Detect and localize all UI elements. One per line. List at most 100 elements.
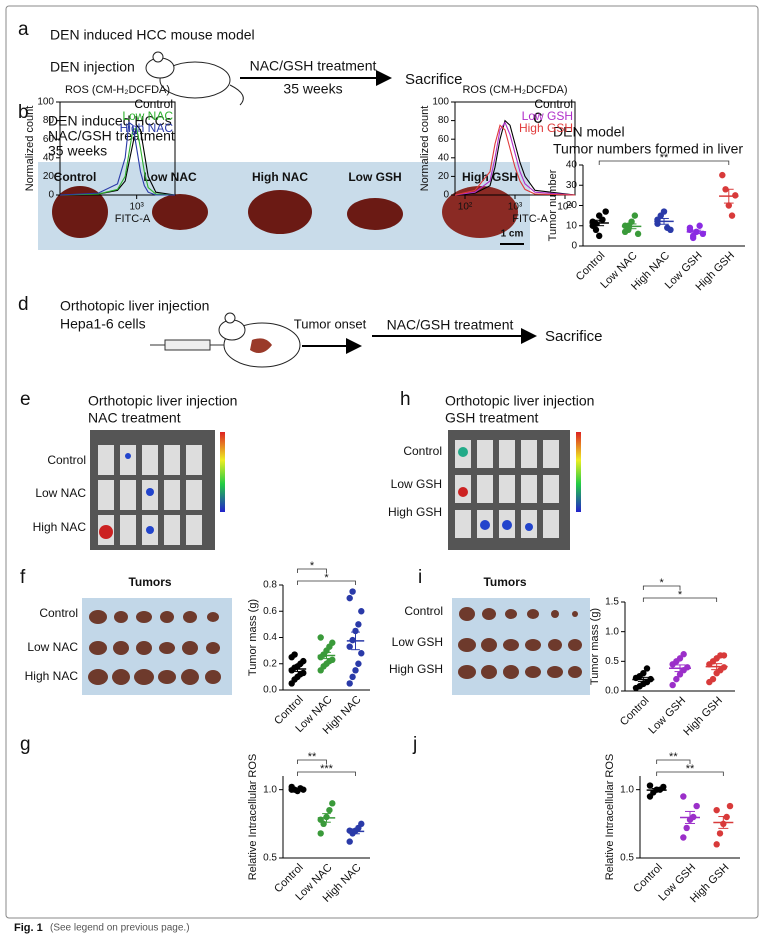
caption-label: Fig. 1 xyxy=(14,922,43,934)
data-point xyxy=(317,634,324,641)
legend-entry: Low GSH xyxy=(522,109,573,123)
data-point xyxy=(716,830,724,837)
panel-letter: j xyxy=(412,734,417,755)
data-point xyxy=(346,643,353,650)
caption-text: (See legend on previous page.) xyxy=(50,923,190,934)
panel-letter: h xyxy=(400,389,411,410)
y-tick-label: 0.5 xyxy=(620,853,634,864)
row-label: Control xyxy=(39,606,78,620)
y-tick-label: 40 xyxy=(566,160,578,171)
significance-label: * xyxy=(310,560,315,572)
label: Tumors xyxy=(128,575,171,589)
significance-label: * xyxy=(660,577,665,589)
x-tick-label: 10⁴ xyxy=(557,202,572,213)
significance-bracket xyxy=(598,160,730,165)
significance-label: ** xyxy=(686,763,695,775)
row-label: Low NAC xyxy=(27,640,78,654)
label: NAC/GSH treatment xyxy=(250,58,377,74)
y-tick-label: 100 xyxy=(432,97,449,108)
label: DEN injection xyxy=(50,59,135,75)
data-point xyxy=(355,660,362,667)
significance-bracket xyxy=(656,771,724,776)
y-tick-label: 1.5 xyxy=(605,597,619,608)
y-tick-label: 40 xyxy=(438,152,450,163)
color-bar xyxy=(220,432,225,512)
data-point xyxy=(349,673,356,681)
data-point xyxy=(683,824,690,832)
panel-letter: i xyxy=(418,567,422,588)
row-label: Control xyxy=(403,444,442,458)
data-point xyxy=(709,675,717,683)
data-point xyxy=(358,608,365,615)
y-axis-label: Normalized count xyxy=(419,106,431,192)
legend-entry: High GSH xyxy=(519,121,573,135)
data-point xyxy=(720,652,728,659)
label: NAC/GSH treatment xyxy=(48,128,175,144)
y-axis-label: Tumor mass (g) xyxy=(589,608,601,685)
y-tick-label: 0.6 xyxy=(263,606,277,617)
label: NAC/GSH treatment xyxy=(387,317,514,333)
data-point xyxy=(660,208,668,215)
livers xyxy=(52,186,518,238)
significance-bracket xyxy=(642,585,681,590)
row-label: Low GSH xyxy=(392,635,443,649)
data-point xyxy=(667,226,674,233)
label: DEN induced HCCs xyxy=(48,113,172,129)
imaging-mice xyxy=(98,445,202,545)
y-axis-label: Relative Intracellular ROS xyxy=(604,754,616,881)
label: 35 weeks xyxy=(283,81,342,97)
label: Hepa1-6 cells xyxy=(60,316,146,332)
data-point xyxy=(673,675,680,683)
y-tick-label: 1.0 xyxy=(263,784,277,795)
data-point xyxy=(680,651,687,658)
y-tick-label: 100 xyxy=(37,97,54,108)
label: Tumor numbers formed in liver xyxy=(553,141,743,157)
tumors xyxy=(458,607,582,679)
significance-label: ** xyxy=(669,751,678,763)
label: Sacrifice xyxy=(545,328,603,345)
row-label: Low NAC xyxy=(35,486,86,500)
significance-bracket xyxy=(297,580,356,585)
data-point xyxy=(693,802,700,810)
label: GSH treatment xyxy=(445,410,538,426)
label: Sacrifice xyxy=(405,71,463,88)
histogram-line xyxy=(454,124,576,196)
row-label: High GSH xyxy=(388,505,442,519)
significance-label: * xyxy=(324,572,329,584)
x-tick-label: 10³ xyxy=(129,202,144,213)
data-point xyxy=(728,212,736,219)
y-tick-label: 30 xyxy=(566,180,578,191)
imaging-mice xyxy=(455,440,559,538)
data-point xyxy=(599,216,606,223)
row-label: Low GSH xyxy=(391,477,442,491)
y-tick-label: 80 xyxy=(43,115,55,126)
liver-label: Low NAC xyxy=(143,170,197,184)
data-point xyxy=(713,806,720,814)
data-point xyxy=(346,594,353,602)
data-point xyxy=(291,651,298,658)
row-label: High NAC xyxy=(33,520,87,534)
y-tick-label: 20 xyxy=(438,171,450,182)
y-tick-label: 10 xyxy=(566,220,578,231)
label: NAC treatment xyxy=(88,410,181,426)
row-label: Control xyxy=(47,453,86,467)
data-point xyxy=(358,820,365,828)
data-point xyxy=(346,680,353,687)
data-point xyxy=(732,192,739,199)
data-point xyxy=(669,681,676,689)
data-point xyxy=(596,232,603,240)
legend-entry: High NAC xyxy=(120,121,174,135)
label: DEN model xyxy=(553,124,625,140)
data-point xyxy=(643,665,651,672)
mouse xyxy=(145,51,244,106)
y-tick-label: 1.0 xyxy=(620,784,634,795)
panel-letter: f xyxy=(20,567,26,588)
y-tick-label: 0.8 xyxy=(263,580,277,591)
chart-title: ROS (CM-H₂DCFDA) xyxy=(65,84,170,96)
tumors xyxy=(88,610,221,685)
y-tick-label: 0.5 xyxy=(263,853,277,864)
mouse xyxy=(218,312,301,368)
data-point xyxy=(686,224,694,231)
